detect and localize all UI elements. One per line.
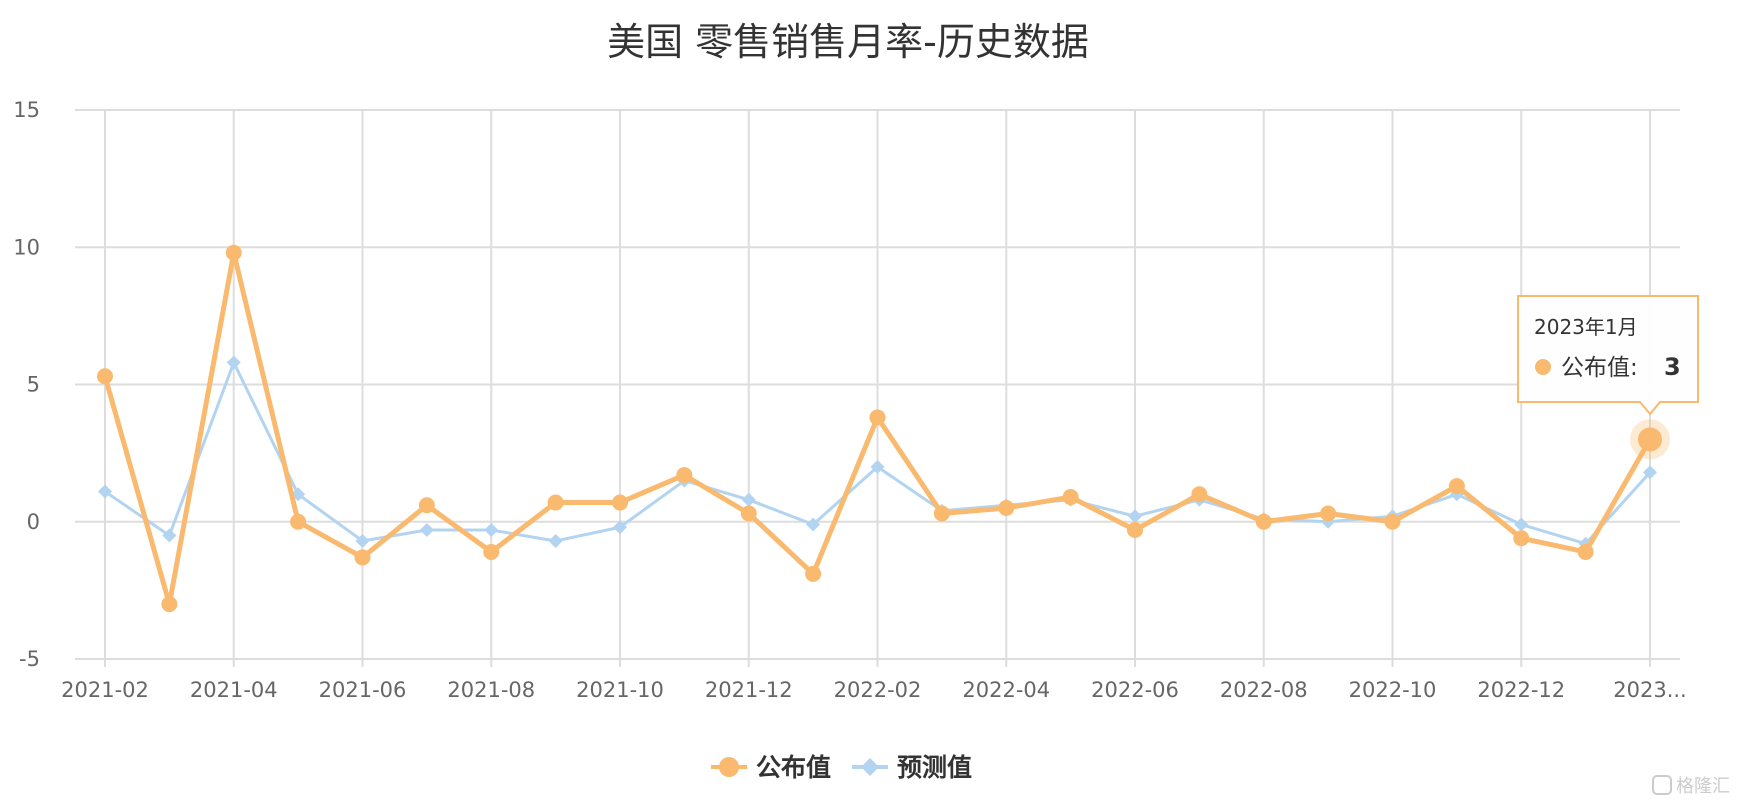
x-tick-label: 2022-08: [1220, 678, 1308, 702]
data-point[interactable]: [806, 517, 821, 532]
data-point[interactable]: [547, 494, 564, 511]
data-point[interactable]: [1128, 509, 1142, 524]
x-tick-label: 2021-10: [576, 678, 664, 702]
data-point[interactable]: [225, 244, 242, 261]
x-tick-label: 2022-06: [1091, 678, 1179, 702]
data-point[interactable]: [933, 505, 950, 522]
data-point[interactable]: [418, 497, 435, 514]
watermark: 格隆汇: [1652, 775, 1730, 797]
legend[interactable]: 公布值 预测值: [711, 753, 972, 782]
data-point[interactable]: [869, 409, 886, 426]
data-point[interactable]: [162, 528, 177, 543]
x-tick-label: 2022-10: [1349, 678, 1437, 702]
tooltip-series-label: 公布值:: [1561, 355, 1638, 381]
y-tick-label: 10: [13, 235, 40, 259]
legend-label: 公布值: [756, 753, 831, 782]
series-layer: [97, 244, 1670, 613]
data-point[interactable]: [1643, 465, 1657, 480]
chart-title: 美国 零售销售月率-历史数据: [607, 20, 1089, 64]
data-point[interactable]: [1514, 517, 1529, 532]
data-point[interactable]: [419, 522, 434, 537]
y-tick-label: 15: [13, 98, 40, 122]
legend-diamond-icon: [861, 758, 879, 776]
x-tick-label: 2021-06: [319, 678, 407, 702]
legend-item-actual[interactable]: 公布值: [711, 753, 831, 782]
watermark-logo-icon: [1652, 775, 1672, 795]
data-point[interactable]: [354, 549, 371, 566]
data-point[interactable]: [1320, 505, 1337, 522]
x-tick-label: 2021-08: [447, 678, 535, 702]
data-point[interactable]: [613, 520, 627, 535]
series-actual: [97, 244, 1670, 613]
data-point[interactable]: [1062, 489, 1079, 506]
data-point[interactable]: [676, 467, 693, 484]
data-point[interactable]: [998, 500, 1015, 517]
data-point[interactable]: [97, 368, 113, 385]
x-tick-label: 2023...: [1613, 678, 1686, 702]
y-tick-label: -5: [19, 647, 40, 671]
legend-circle-icon: [719, 757, 739, 777]
watermark-text: 格隆汇: [1676, 776, 1730, 797]
grid: [75, 109, 1680, 667]
data-point[interactable]: [1255, 513, 1272, 530]
data-point[interactable]: [483, 543, 500, 560]
data-point[interactable]: [355, 533, 370, 548]
data-point[interactable]: [1448, 478, 1465, 495]
axis-ticks: 15 10 5 0 -5 2021-02 2021-04 2021-06 2021-08 2021…: [13, 98, 1686, 702]
tooltip-value: 3: [1664, 353, 1681, 381]
data-point[interactable]: [1638, 427, 1662, 452]
data-point[interactable]: [805, 565, 822, 582]
x-tick-label: 2021-02: [61, 678, 149, 702]
y-tick-label: 0: [27, 510, 40, 534]
tooltip-marker-icon: [1535, 359, 1551, 375]
x-tick-label: 2022-04: [962, 678, 1050, 702]
data-point[interactable]: [1127, 521, 1143, 538]
data-point[interactable]: [1577, 543, 1594, 560]
y-tick-label: 5: [27, 373, 40, 397]
x-tick-label: 2021-04: [190, 678, 278, 702]
tooltip-date: 2023年1月: [1534, 315, 1638, 339]
x-tick-label: 2021-12: [705, 678, 793, 702]
data-point[interactable]: [98, 484, 112, 499]
data-point[interactable]: [1384, 513, 1401, 530]
x-tick-label: 2022-02: [834, 678, 922, 702]
data-point[interactable]: [226, 355, 241, 370]
data-point[interactable]: [1191, 486, 1208, 503]
legend-label: 预测值: [897, 753, 972, 782]
data-point[interactable]: [484, 522, 499, 537]
x-tick-label: 2022-12: [1477, 678, 1565, 702]
data-point[interactable]: [740, 505, 757, 522]
legend-item-forecast[interactable]: 预测值: [852, 753, 972, 782]
data-point[interactable]: [161, 596, 178, 613]
data-point[interactable]: [741, 492, 756, 507]
data-point[interactable]: [1513, 530, 1530, 547]
data-point[interactable]: [612, 494, 628, 511]
data-point[interactable]: [548, 533, 563, 548]
tooltip-box: [1517, 295, 1699, 416]
data-point[interactable]: [870, 459, 885, 474]
data-point[interactable]: [290, 513, 307, 530]
